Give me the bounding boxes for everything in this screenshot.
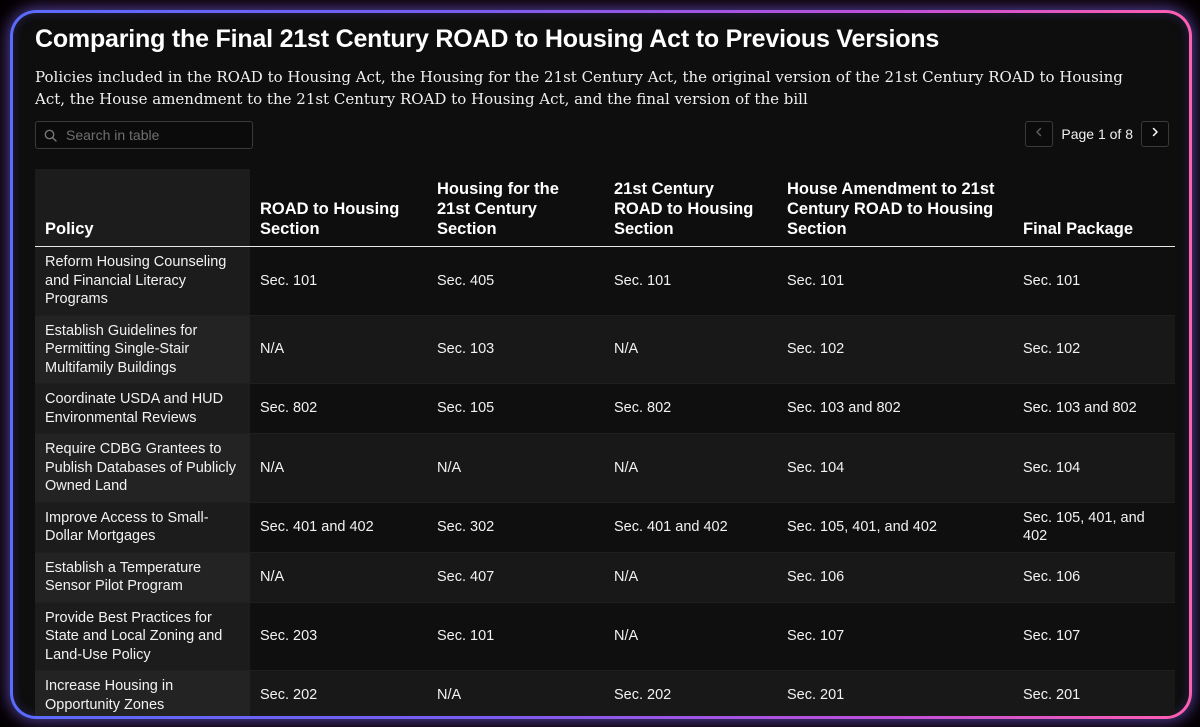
table-cell: Sec. 104 (1013, 433, 1175, 503)
policy-cell: Reform Housing Counseling and Financial … (35, 246, 250, 316)
search-icon (44, 122, 66, 148)
table-cell: Sec. 202 (604, 670, 777, 716)
column-header-house-amendment[interactable]: House Amendment to 21st Century ROAD to … (777, 169, 1013, 247)
table-cell: N/A (427, 670, 604, 716)
column-header-road-to-housing[interactable]: ROAD to Housing Section (250, 169, 427, 247)
column-header-policy[interactable]: Policy (35, 169, 250, 247)
table-cell: N/A (250, 315, 427, 384)
table-cell: N/A (250, 433, 427, 503)
policy-table: Policy ROAD to Housing Section Housing f… (35, 169, 1175, 716)
policy-cell: Coordinate USDA and HUD Environmental Re… (35, 383, 250, 434)
table-cell: Sec. 101 (250, 246, 427, 316)
table-cell: Sec. 201 (1013, 670, 1175, 716)
table-cell: Sec. 102 (1013, 315, 1175, 384)
table-row: Require CDBG Grantees to Publish Databas… (35, 433, 1175, 503)
table-cell: Sec. 105 (427, 383, 604, 434)
table-row: Coordinate USDA and HUD Environmental Re… (35, 383, 1175, 434)
page-subtitle: Policies included in the ROAD to Housing… (35, 68, 1123, 108)
table-cell: Sec. 101 (777, 246, 1013, 316)
policy-cell: Provide Best Practices for State and Loc… (35, 602, 250, 671)
table-cell: Sec. 802 (250, 383, 427, 434)
policy-cell: Increase Housing in Opportunity Zones (35, 670, 250, 716)
table-cell: Sec. 101 (604, 246, 777, 316)
table-cell: N/A (604, 552, 777, 603)
table-row: Improve Access to Small-Dollar Mortgages… (35, 502, 1175, 553)
table-cell: Sec. 106 (777, 552, 1013, 603)
column-header-21st-century-road[interactable]: 21st Century ROAD to Housing Section (604, 169, 777, 247)
table-cell: Sec. 105, 401, and 402 (1013, 502, 1175, 553)
table-cell: N/A (604, 602, 777, 671)
policy-table-container: Policy ROAD to Housing Section Housing f… (35, 169, 1175, 716)
table-cell: Sec. 201 (777, 670, 1013, 716)
table-cell: Sec. 802 (604, 383, 777, 434)
table-row: Reform Housing Counseling and Financial … (35, 246, 1175, 316)
card-frame: Comparing the Final 21st Century ROAD to… (10, 10, 1192, 719)
page-indicator: Page 1 of 8 (1061, 126, 1133, 142)
table-row: Provide Best Practices for State and Loc… (35, 602, 1175, 671)
table-cell: Sec. 302 (427, 502, 604, 553)
card-content: Comparing the Final 21st Century ROAD to… (35, 13, 1177, 716)
table-cell: Sec. 107 (1013, 602, 1175, 671)
table-cell: N/A (250, 552, 427, 603)
table-cell: Sec. 105, 401, and 402 (777, 502, 1013, 553)
table-cell: Sec. 203 (250, 602, 427, 671)
table-cell: N/A (604, 315, 777, 384)
search-box[interactable] (35, 121, 253, 149)
table-cell: Sec. 106 (1013, 552, 1175, 603)
table-cell: Sec. 101 (1013, 246, 1175, 316)
policy-cell: Establish Guidelines for Permitting Sing… (35, 315, 250, 384)
next-page-button[interactable] (1141, 121, 1169, 147)
table-header-row: Policy ROAD to Housing Section Housing f… (35, 169, 1175, 247)
page-title: Comparing the Final 21st Century ROAD to… (35, 25, 940, 53)
table-cell: Sec. 103 and 802 (1013, 383, 1175, 434)
table-cell: Sec. 107 (777, 602, 1013, 671)
chevron-left-icon (1034, 125, 1044, 143)
table-row: Establish Guidelines for Permitting Sing… (35, 315, 1175, 384)
chevron-right-icon (1150, 125, 1160, 143)
table-row: Establish a Temperature Sensor Pilot Pro… (35, 552, 1175, 603)
table-cell: N/A (427, 433, 604, 503)
previous-page-button[interactable] (1025, 121, 1054, 147)
table-cell: Sec. 101 (427, 602, 604, 671)
table-cell: Sec. 401 and 402 (604, 502, 777, 553)
search-input[interactable] (66, 127, 246, 143)
table-cell: Sec. 401 and 402 (250, 502, 427, 553)
column-header-final-package[interactable]: Final Package (1013, 169, 1175, 247)
table-cell: Sec. 102 (777, 315, 1013, 384)
policy-cell: Establish a Temperature Sensor Pilot Pro… (35, 552, 250, 603)
table-cell: N/A (604, 433, 777, 503)
table-cell: Sec. 103 and 802 (777, 383, 1013, 434)
table-cell: Sec. 202 (250, 670, 427, 716)
policy-cell: Improve Access to Small-Dollar Mortgages (35, 502, 250, 553)
table-cell: Sec. 104 (777, 433, 1013, 503)
table-cell: Sec. 103 (427, 315, 604, 384)
table-cell: Sec. 405 (427, 246, 604, 316)
column-header-housing-21st-century[interactable]: Housing for the 21st Century Section (427, 169, 604, 247)
policy-cell: Require CDBG Grantees to Publish Databas… (35, 433, 250, 503)
table-row: Increase Housing in Opportunity Zones Se… (35, 670, 1175, 716)
pagination: Page 1 of 8 (1025, 121, 1169, 147)
table-cell: Sec. 407 (427, 552, 604, 603)
